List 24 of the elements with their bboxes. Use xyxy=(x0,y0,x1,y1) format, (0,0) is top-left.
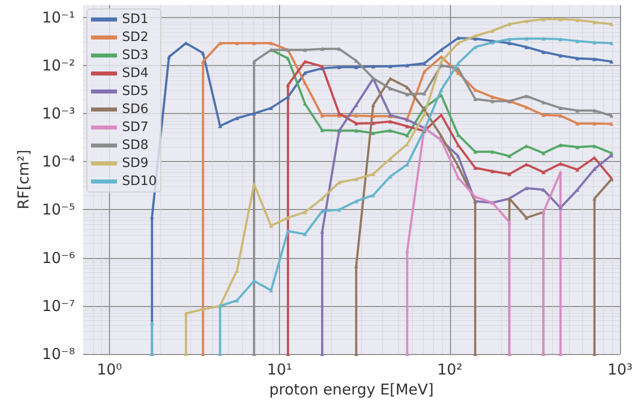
legend-label: SD8 xyxy=(122,138,149,153)
y-axis-title: RF[cm²] xyxy=(14,150,32,210)
legend-label: SD10 xyxy=(122,174,157,189)
y-tick-label: 10⁻¹ xyxy=(42,8,75,26)
legend-label: SD4 xyxy=(122,66,149,81)
y-tick-label: 10⁻² xyxy=(42,56,75,74)
legend-label: SD5 xyxy=(122,84,149,99)
legend-label: SD2 xyxy=(122,30,149,45)
legend-label: SD6 xyxy=(122,102,149,117)
legend-label: SD1 xyxy=(122,12,149,27)
legend-label: SD7 xyxy=(122,120,149,135)
legend-label: SD9 xyxy=(122,156,149,171)
y-tick-label: 10⁻³ xyxy=(42,104,75,122)
y-tick-label: 10⁻⁶ xyxy=(42,248,75,267)
y-tick-label: 10⁻⁵ xyxy=(42,200,75,219)
y-tick-label: 10⁻⁴ xyxy=(42,152,75,171)
legend-label: SD3 xyxy=(122,48,149,63)
y-tick-label: 10⁻⁷ xyxy=(42,296,75,315)
x-tick-label: 10⁰ xyxy=(96,360,122,378)
x-axis-title: proton energy E[MeV] xyxy=(269,380,434,398)
x-tick-label: 10³ xyxy=(607,360,633,378)
y-tick-label: 10⁻⁸ xyxy=(42,345,75,363)
x-tick-label: 10² xyxy=(437,360,462,378)
x-tick-label: 10¹ xyxy=(267,360,292,378)
